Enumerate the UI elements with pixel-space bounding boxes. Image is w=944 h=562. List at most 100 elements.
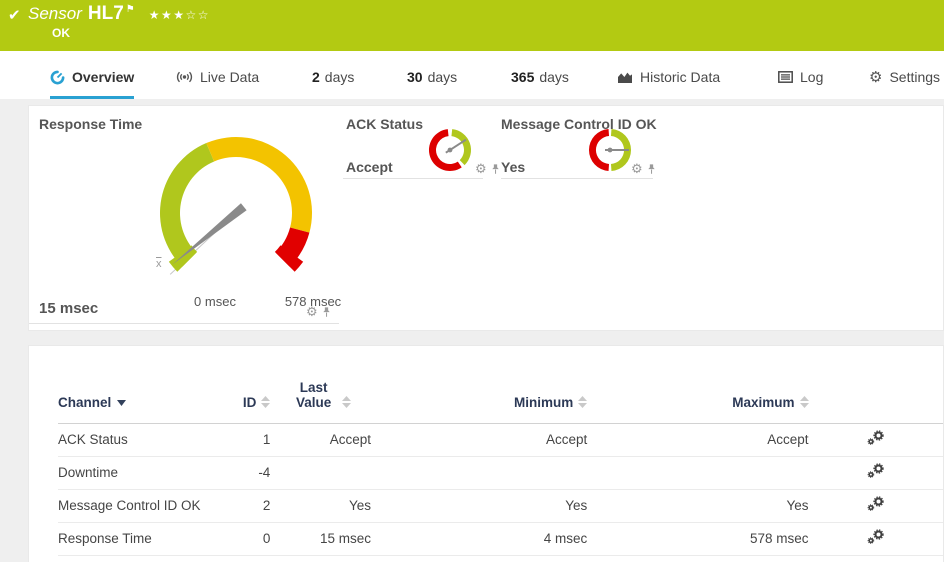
cell-actions	[808, 522, 943, 556]
channel-row[interactable]: Message Control ID OK 2 Yes Yes Yes	[58, 489, 943, 523]
tab-label: days	[539, 69, 569, 85]
tab-2-days[interactable]: 2 days	[312, 69, 354, 99]
message-control-title: Message Control ID OK	[501, 116, 657, 132]
table-header-row: Channel ID Last Value Minimum Maximum	[58, 368, 943, 424]
cell-channel: Downtime	[58, 456, 218, 490]
gauge-tools: ⚙	[306, 305, 332, 318]
column-label: Last Value	[296, 379, 332, 410]
sort-icon	[341, 395, 351, 408]
gear-icon: ⚙	[869, 68, 883, 86]
tab-bar: Overview Live Data 2 days 30 days 365 da…	[0, 51, 944, 99]
sensor-title-line: Sensor HL7 ⚑ ★★★☆☆	[28, 3, 210, 25]
tab-number: 2	[312, 69, 320, 85]
tab-number: 365	[511, 69, 535, 85]
divider	[343, 178, 483, 179]
stars-filled: ★★★	[148, 8, 186, 22]
log-icon	[778, 71, 793, 83]
cell-channel: Message Control ID OK	[58, 489, 218, 523]
cell-id: -4	[217, 456, 271, 490]
cell-last-value: Accept	[270, 423, 372, 457]
tab-label: Log	[800, 69, 824, 85]
message-control-donut-gauge	[588, 129, 632, 171]
sort-icon	[578, 395, 588, 408]
column-header-minimum[interactable]: Minimum	[371, 368, 588, 424]
cell-maximum	[587, 456, 809, 490]
ack-status-donut-gauge	[428, 129, 472, 172]
status-ok-check-icon: ✔	[8, 7, 21, 24]
cell-last-value	[270, 456, 372, 490]
cell-maximum: Accept	[587, 423, 809, 457]
response-time-value: 15 msec	[39, 300, 99, 317]
cell-actions	[808, 456, 943, 490]
tab-number: 30	[407, 69, 423, 85]
column-header-last-value[interactable]: Last Value	[270, 368, 372, 424]
tab-settings[interactable]: ⚙ Settings	[869, 69, 940, 99]
channel-settings-gears-icon[interactable]	[867, 463, 885, 482]
cell-maximum: Yes	[587, 489, 809, 523]
channel-settings-gears-icon[interactable]	[867, 529, 885, 548]
channel-row[interactable]: ACK Status 1 Accept Accept Accept	[58, 423, 943, 457]
live-data-icon	[176, 71, 193, 83]
divider	[501, 178, 653, 179]
gauge-icon	[50, 70, 65, 84]
channel-settings-gears-icon[interactable]	[867, 496, 885, 515]
column-label: Maximum	[732, 394, 795, 410]
tab-365-days[interactable]: 365 days	[511, 69, 569, 99]
pin-icon[interactable]	[490, 163, 501, 175]
gauge-settings-gear-icon[interactable]: ⚙	[475, 161, 487, 176]
cell-channel: ACK Status	[58, 423, 218, 457]
divider	[29, 323, 339, 324]
tab-overview[interactable]: Overview	[50, 69, 135, 99]
gauge-settings-gear-icon[interactable]: ⚙	[631, 161, 643, 176]
column-header-actions	[808, 368, 943, 424]
gauge-settings-gear-icon[interactable]: ⚙	[306, 304, 318, 319]
tab-log[interactable]: Log	[778, 69, 823, 99]
gauge-max-label: 578 msec	[284, 294, 342, 309]
gauge-tools: ⚙	[475, 162, 501, 175]
cell-last-value: Yes	[270, 489, 372, 523]
channel-row[interactable]: Downtime -4	[58, 456, 943, 490]
sensor-kind-label: Sensor	[28, 4, 82, 23]
response-time-gauge	[159, 136, 313, 275]
cell-minimum: Yes	[371, 489, 588, 523]
tab-30-days[interactable]: 30 days	[407, 69, 457, 99]
ack-status-value: Accept	[346, 159, 393, 175]
tab-historic-data[interactable]: Historic Data	[617, 69, 720, 99]
column-header-channel[interactable]: Channel	[58, 368, 218, 424]
gauge-mean-marker: x	[156, 258, 162, 270]
cell-actions	[808, 423, 943, 457]
column-header-id[interactable]: ID	[217, 368, 271, 424]
sort-icon	[261, 395, 271, 408]
sensor-header: ✔ Sensor HL7 ⚑ ★★★☆☆ OK	[0, 0, 944, 51]
gauge-tools: ⚙	[631, 162, 657, 175]
cell-id: 1	[217, 423, 271, 457]
tab-label: Live Data	[200, 69, 260, 85]
flag-icon[interactable]: ⚑	[125, 4, 135, 15]
cell-channel: Response Time	[58, 522, 218, 556]
sensor-name: HL7	[87, 3, 124, 24]
cell-minimum: 4 msec	[371, 522, 588, 556]
ack-status-title: ACK Status	[346, 116, 424, 132]
cell-maximum: 578 msec	[587, 522, 809, 556]
message-control-value: Yes	[501, 159, 526, 175]
tab-live-data[interactable]: Live Data	[176, 69, 259, 99]
status-badge: OK	[52, 26, 70, 40]
cell-minimum: Accept	[371, 423, 588, 457]
column-label: Minimum	[514, 394, 574, 410]
channel-table: Channel ID Last Value Minimum Maximum AC…	[58, 368, 943, 556]
channel-row[interactable]: Response Time 0 15 msec 4 msec 578 msec	[58, 522, 943, 556]
column-header-maximum[interactable]: Maximum	[587, 368, 809, 424]
pin-icon[interactable]	[646, 163, 657, 175]
response-time-title: Response Time	[39, 116, 143, 132]
cell-last-value: 15 msec	[270, 522, 372, 556]
tab-label: days	[427, 69, 458, 85]
pin-icon[interactable]	[321, 306, 332, 318]
channel-table-panel: Channel ID Last Value Minimum Maximum AC…	[28, 345, 944, 562]
sort-desc-icon	[117, 399, 127, 406]
priority-stars[interactable]: ★★★☆☆	[149, 8, 210, 22]
gauge-min-label: 0 msec	[194, 294, 236, 309]
cell-actions	[808, 489, 943, 523]
channel-settings-gears-icon[interactable]	[867, 430, 885, 449]
cell-id: 2	[217, 489, 271, 523]
cell-minimum	[371, 456, 588, 490]
